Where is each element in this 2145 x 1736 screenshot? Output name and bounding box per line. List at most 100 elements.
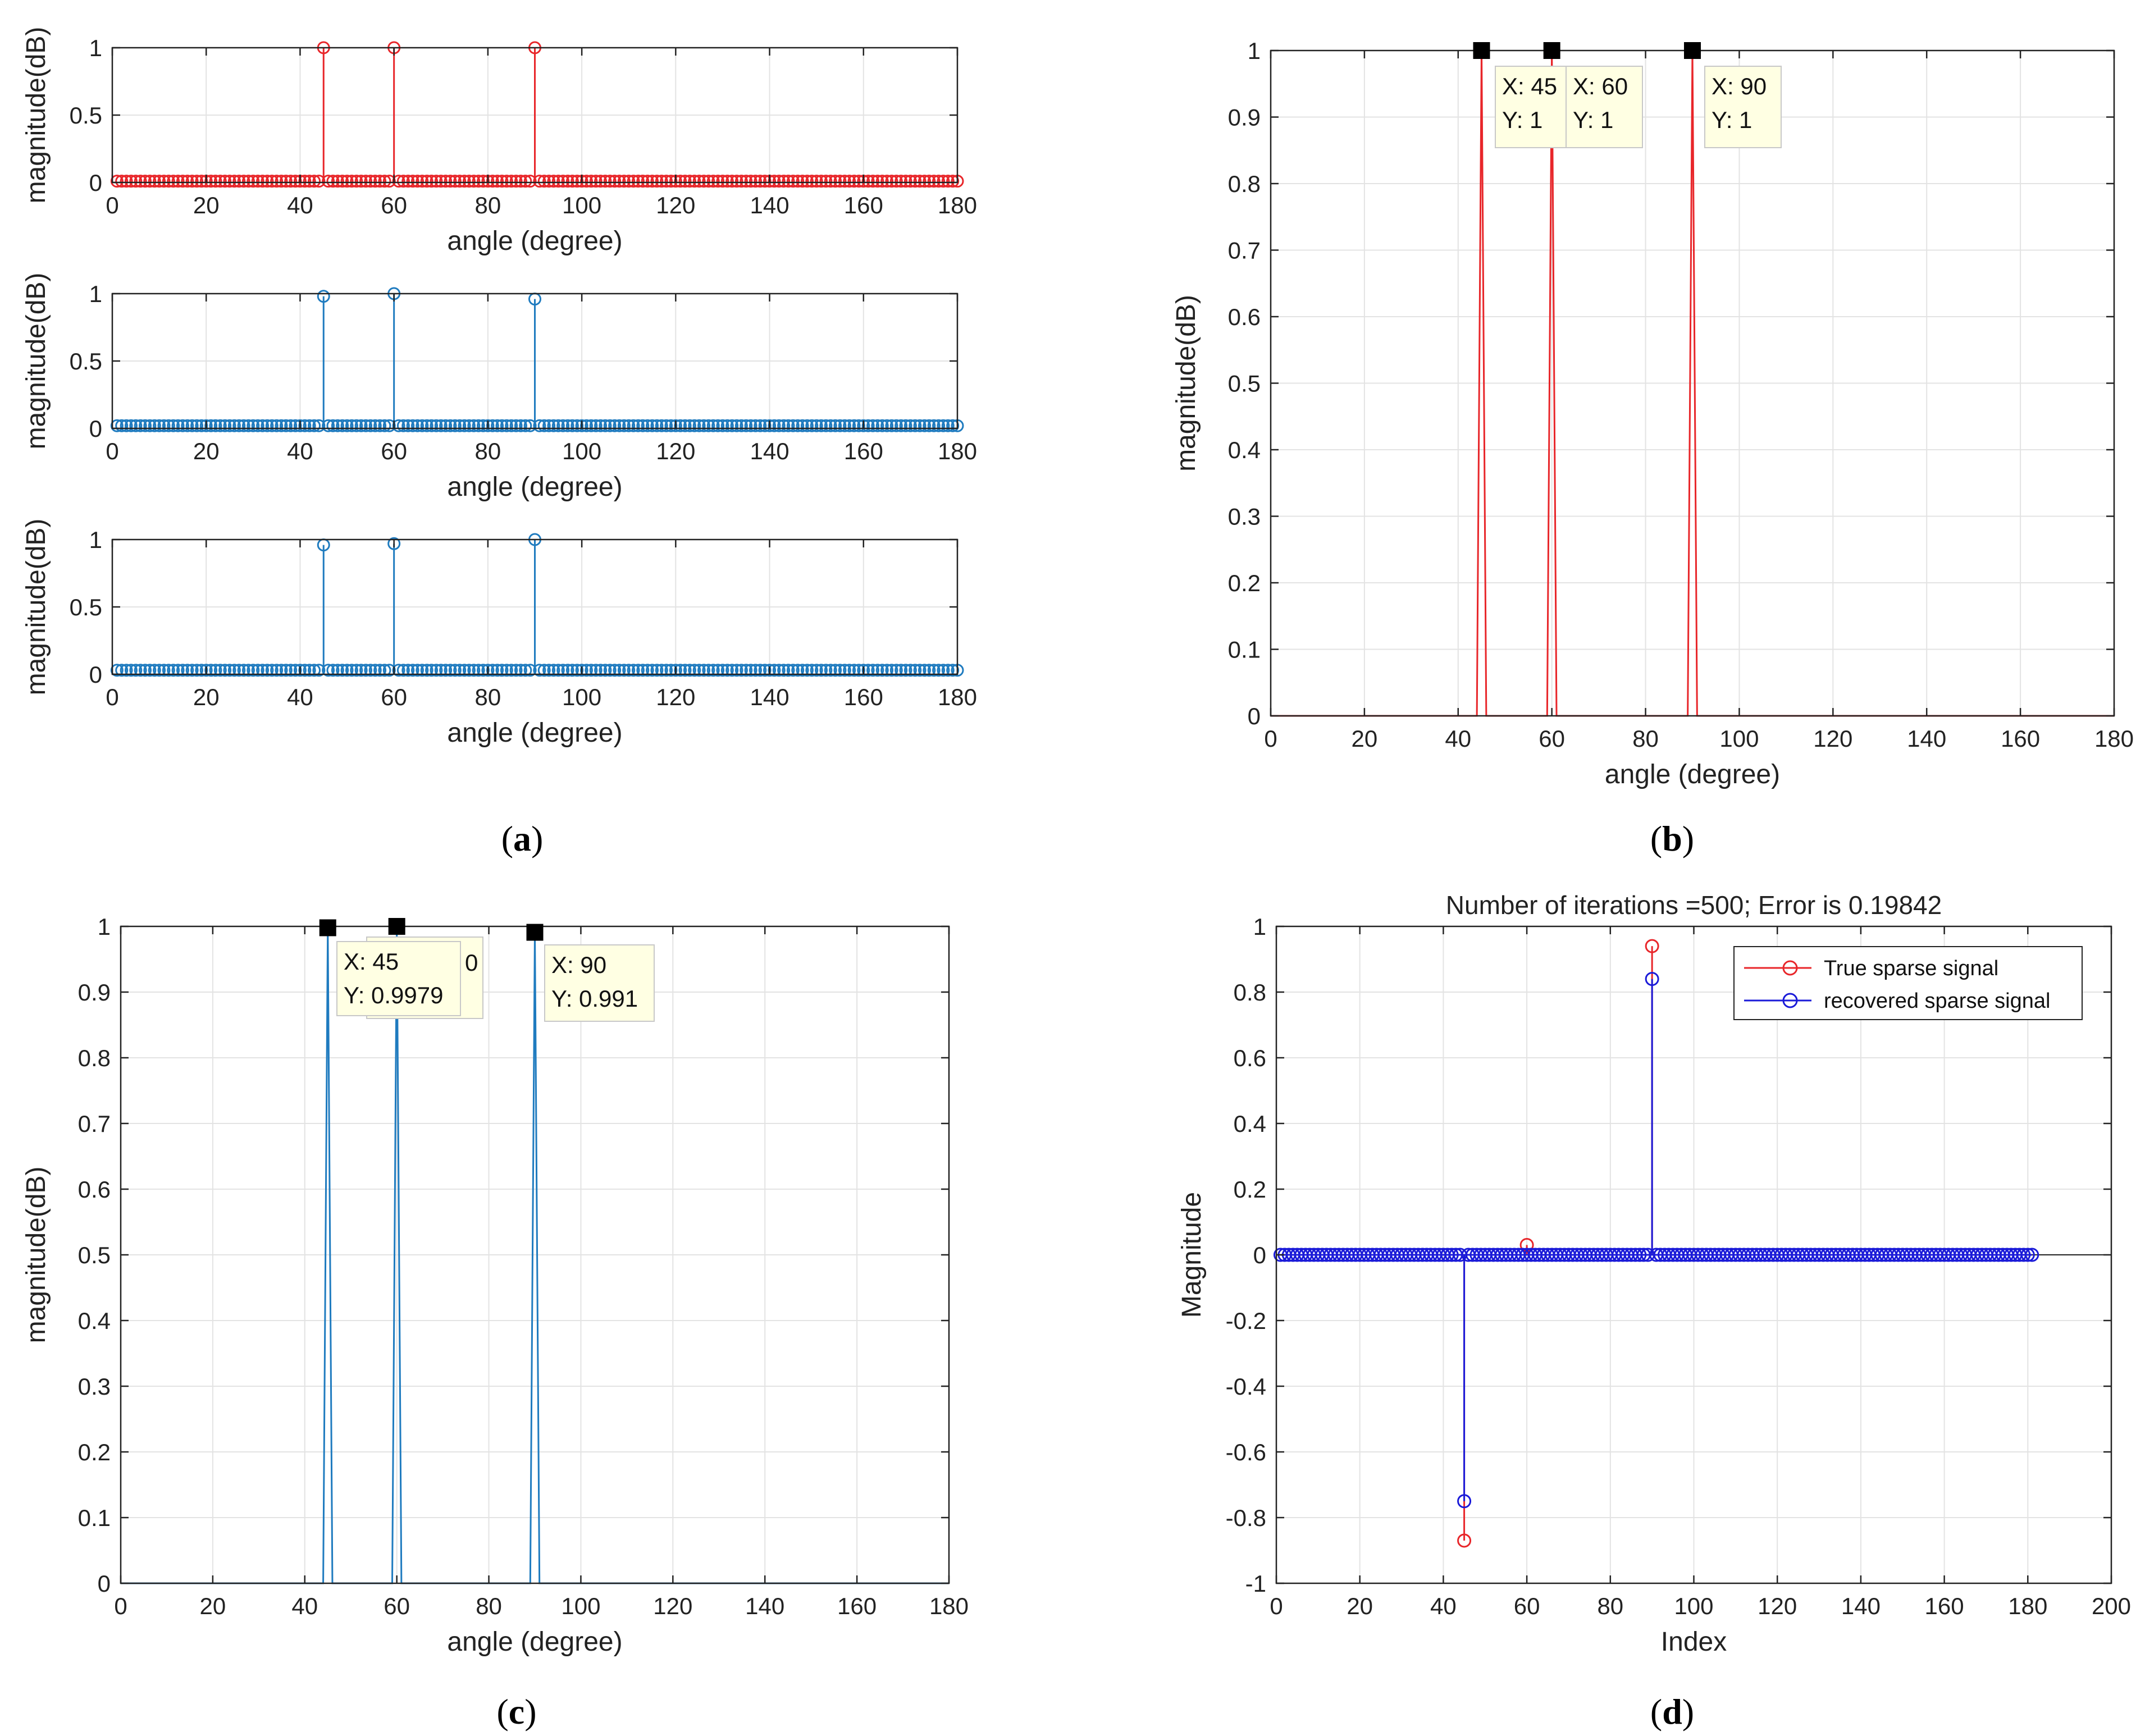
stem-marker [279, 664, 293, 677]
datatip-text: X: 90 [1712, 73, 1767, 99]
stem-marker [477, 419, 490, 432]
stem-marker [660, 175, 673, 188]
x-tick-label: 40 [1445, 725, 1471, 752]
stem-marker [181, 419, 194, 432]
stem-marker [571, 419, 584, 432]
stem-marker [368, 175, 382, 188]
stem-marker [209, 419, 222, 432]
stem-marker [617, 175, 631, 188]
stem-marker [589, 419, 603, 432]
stem-marker [664, 175, 678, 188]
stem-marker [650, 664, 664, 677]
x-tick-label: 20 [193, 684, 220, 710]
stem-marker [124, 175, 138, 188]
stem-marker [885, 664, 898, 677]
stem-marker [303, 419, 316, 432]
x-axis-label: angle (degree) [447, 718, 622, 748]
stem-marker [153, 175, 166, 188]
stem-marker [683, 419, 696, 432]
y-tick-label: 0 [1248, 703, 1261, 729]
chart-a2: 0 20 40 60 80 100 120 140 160 180 0 0.5 1 angle (degr… [21, 273, 977, 502]
datatip-marker [388, 918, 405, 935]
y-tick-label: 0.8 [78, 1045, 111, 1071]
stem-marker [946, 175, 960, 188]
stem-marker [664, 419, 678, 432]
stem-marker [275, 419, 288, 432]
stem-marker [270, 419, 284, 432]
x-tick-label: 100 [562, 684, 601, 710]
stem-marker [410, 175, 424, 188]
stem-marker [519, 419, 532, 432]
y-tick-label: 0.8 [1228, 171, 1261, 197]
stem-marker [153, 664, 166, 677]
stem-marker [871, 664, 884, 677]
stem-marker [847, 175, 861, 188]
x-tick-label: 120 [656, 684, 695, 710]
stem-marker [585, 419, 598, 432]
datatip-text: Y: 1 [1502, 107, 1542, 133]
x-tick-label: 40 [291, 1593, 318, 1619]
y-tick-label: 1 [89, 35, 102, 61]
stem-marker [110, 664, 124, 677]
stem-marker [796, 175, 809, 188]
y-tick-label: 0.7 [1228, 237, 1261, 264]
stem-marker [373, 175, 387, 188]
x-axis-label: angle (degree) [1605, 760, 1780, 789]
x-tick-label: 60 [381, 438, 407, 464]
stem-marker [359, 175, 372, 188]
stem-marker [941, 419, 955, 432]
stem-marker [227, 175, 241, 188]
stem-marker [631, 175, 645, 188]
stem-marker [430, 175, 443, 188]
stem-marker [594, 664, 608, 677]
stem-marker [627, 419, 640, 432]
stem-marker [410, 664, 424, 677]
stem-marker [373, 419, 387, 432]
x-tick-label: 140 [745, 1593, 784, 1619]
x-tick-label: 80 [475, 192, 501, 218]
stem-marker [519, 175, 532, 188]
stem-marker [810, 664, 823, 677]
datatip-text: X: 45 [344, 948, 399, 975]
x-tick-label: 40 [287, 192, 313, 218]
stem-marker [730, 175, 743, 188]
stem-marker [340, 419, 354, 432]
stem-marker [903, 175, 917, 188]
stem-marker [129, 175, 143, 188]
stem-marker [481, 664, 495, 677]
datatip-text: Y: 1 [1573, 107, 1613, 133]
stem-marker [711, 419, 725, 432]
y-tick-label: 0.6 [78, 1176, 111, 1203]
stem-marker [613, 175, 626, 188]
stem-marker [542, 419, 556, 432]
stem-marker [199, 664, 213, 677]
stem-marker [815, 419, 828, 432]
stem-marker [340, 175, 354, 188]
stem-marker [702, 419, 715, 432]
stem-marker [308, 419, 321, 432]
stem-marker [190, 419, 203, 432]
x-tick-label: 60 [381, 684, 407, 710]
stem-marker [218, 419, 232, 432]
datatip-text: X: 90 [551, 952, 606, 978]
stem-marker [791, 175, 805, 188]
y-tick-label: 0.2 [1228, 570, 1261, 596]
stem-marker [852, 664, 865, 677]
stem-marker [875, 175, 889, 188]
stem-marker [350, 175, 363, 188]
stem-marker [167, 664, 180, 677]
stem-marker [185, 175, 199, 188]
stem-marker [641, 664, 654, 677]
stem-marker [430, 664, 443, 677]
stem-marker [716, 419, 729, 432]
stem-marker [110, 419, 124, 432]
stem-marker [894, 419, 908, 432]
stem-marker [579, 664, 593, 677]
stem-marker [889, 419, 903, 432]
stem-marker [223, 419, 236, 432]
stem-marker [636, 175, 650, 188]
x-tick-label: 80 [475, 684, 501, 710]
stem-marker [167, 419, 180, 432]
datatip: X: 45 Y: 0.9979 [336, 941, 461, 1016]
stem-marker [636, 664, 650, 677]
